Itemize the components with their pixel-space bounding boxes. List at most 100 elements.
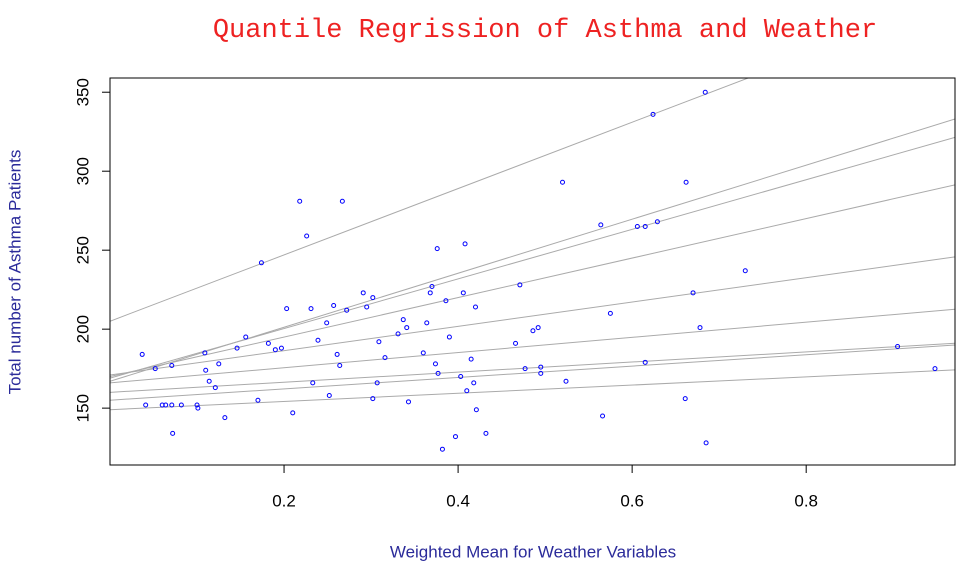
data-point (634, 223, 640, 229)
data-point (234, 345, 240, 351)
y-tick-label: 200 (73, 315, 92, 343)
data-point (304, 233, 310, 239)
data-point (374, 380, 380, 386)
data-point (195, 405, 201, 411)
y-tick-label: 350 (73, 78, 92, 106)
data-point (284, 306, 290, 312)
regression-line (110, 184, 955, 378)
data-point (703, 440, 709, 446)
data-point (472, 304, 478, 310)
regression-line (110, 369, 955, 411)
data-point (654, 219, 660, 225)
data-point (468, 356, 474, 362)
plot-frame (109, 77, 956, 466)
x-axis-label: Weighted Mean for Weather Variables (390, 542, 676, 561)
data-point (169, 362, 175, 368)
y-axis-label: Total number of Asthma Patients (5, 150, 24, 395)
data-point (344, 307, 350, 313)
data-point (932, 366, 938, 372)
data-point (702, 89, 708, 95)
data-point (272, 347, 278, 353)
data-point (395, 331, 401, 337)
data-point (435, 370, 441, 376)
data-point (297, 198, 303, 204)
data-point (895, 344, 901, 350)
data-point (206, 378, 212, 384)
data-point (178, 402, 184, 408)
data-point (216, 361, 222, 367)
data-point (432, 361, 438, 367)
data-point (152, 366, 158, 372)
data-point (163, 402, 169, 408)
data-point (458, 374, 464, 380)
data-point (462, 241, 468, 247)
regression-line (110, 344, 955, 401)
data-point (203, 367, 209, 373)
data-point (598, 222, 604, 228)
regression-line (110, 78, 750, 322)
data-point (194, 402, 200, 408)
data-point (255, 397, 261, 403)
data-point (370, 295, 376, 301)
data-point (326, 392, 332, 398)
data-point (143, 402, 149, 408)
data-point (697, 325, 703, 331)
data-point (483, 430, 489, 436)
data-point (429, 284, 435, 290)
regression-line (110, 308, 955, 384)
data-point (434, 246, 440, 252)
data-point (690, 290, 696, 296)
data-point (405, 399, 411, 405)
data-point (563, 378, 569, 384)
data-point (460, 290, 466, 296)
data-point (427, 290, 433, 296)
data-point (243, 334, 249, 340)
data-point (290, 410, 296, 416)
data-point (560, 179, 566, 185)
data-point (517, 282, 523, 288)
data-point (169, 402, 175, 408)
data-point (607, 310, 613, 316)
regression-line (110, 256, 955, 376)
data-point (642, 223, 648, 229)
data-point (202, 350, 208, 356)
data-point (443, 298, 449, 304)
data-point (360, 290, 366, 296)
data-point (159, 402, 165, 408)
data-point (339, 198, 345, 204)
data-point (522, 366, 528, 372)
data-point (471, 380, 477, 386)
y-tick-label: 150 (73, 394, 92, 422)
data-point (424, 320, 430, 326)
data-point (742, 268, 748, 274)
y-tick-label: 300 (73, 157, 92, 185)
data-point (370, 396, 376, 402)
x-tick-label: 0.8 (794, 491, 818, 510)
data-point (642, 359, 648, 365)
data-point (315, 337, 321, 343)
data-point (464, 388, 470, 394)
data-point (535, 325, 541, 331)
data-point (139, 351, 145, 357)
data-point (538, 364, 544, 370)
regression-line (110, 342, 955, 393)
data-point (364, 304, 370, 310)
x-tick-label: 0.4 (446, 491, 470, 510)
data-point (382, 355, 388, 361)
data-point (452, 434, 458, 440)
data-point (258, 260, 264, 266)
data-point (324, 320, 330, 326)
data-point (446, 334, 452, 340)
data-point (222, 415, 228, 421)
data-point (682, 396, 688, 402)
y-tick-label: 250 (73, 236, 92, 264)
data-point (439, 446, 445, 452)
regression-lines (110, 78, 955, 411)
data-point (265, 340, 271, 346)
chart-title: Quantile Regrission of Asthma and Weathe… (213, 16, 877, 46)
data-point (331, 302, 337, 308)
data-point (473, 407, 479, 413)
data-point (212, 385, 218, 391)
data-point (400, 317, 406, 323)
